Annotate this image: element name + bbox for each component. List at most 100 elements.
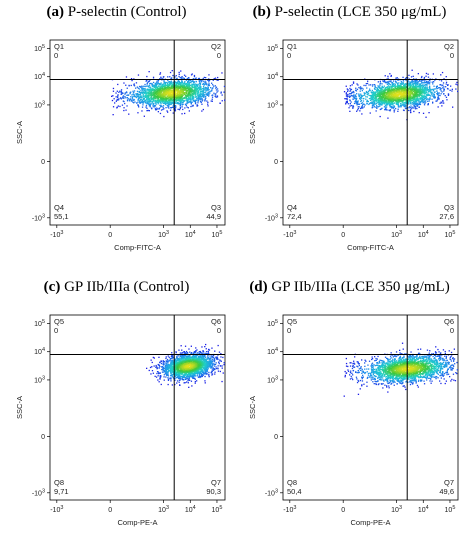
- event-dot: [352, 90, 355, 93]
- event-dot: [191, 93, 193, 95]
- event-dot: [429, 95, 432, 97]
- event-dot: [164, 96, 166, 98]
- panel-b: (b) P-selectin (LCE 350 μg/mL) -103 0 103 1…: [233, 0, 466, 275]
- event-dot: [388, 92, 391, 94]
- event-dot: [178, 95, 181, 97]
- event-dot: [424, 84, 426, 86]
- event-dot: [165, 90, 167, 92]
- event-dot: [398, 106, 400, 108]
- event-dot: [377, 89, 379, 91]
- event-dot: [161, 88, 164, 90]
- event-dot: [413, 96, 415, 99]
- event-dot: [194, 87, 196, 89]
- event-dot: [199, 92, 201, 94]
- event-dot: [215, 86, 218, 88]
- event-dot: [364, 104, 366, 106]
- event-dot: [139, 101, 141, 103]
- event-dot: [432, 73, 434, 75]
- event-dot: [409, 86, 411, 88]
- event-dot: [418, 98, 420, 100]
- event-dot: [194, 100, 196, 102]
- event-dot: [122, 95, 125, 97]
- event-dot: [365, 98, 367, 100]
- event-dot: [378, 100, 380, 102]
- event-dot: [396, 89, 398, 91]
- y-tick-label: -103: [265, 213, 278, 222]
- event-dot: [171, 102, 173, 105]
- event-dot: [148, 85, 150, 87]
- event-dot: [197, 100, 199, 102]
- event-dot: [412, 95, 414, 97]
- event-dot: [194, 78, 196, 80]
- event-dot: [412, 96, 415, 98]
- event-dot: [160, 90, 162, 92]
- event-dot: [219, 102, 221, 104]
- event-dot: [392, 103, 394, 105]
- event-dot: [200, 90, 202, 92]
- event-dot: [170, 364, 172, 366]
- event-dot: [177, 79, 180, 81]
- event-dot: [426, 86, 428, 88]
- event-dot: [157, 80, 159, 82]
- event-dot: [149, 91, 151, 93]
- event-dot: [384, 96, 387, 98]
- event-dot: [138, 96, 141, 98]
- event-dot: [377, 81, 379, 83]
- event-dot: [158, 96, 160, 98]
- event-dot: [456, 81, 458, 84]
- event-dot: [150, 89, 152, 91]
- event-dot: [159, 86, 161, 88]
- y-tick-label: 104: [267, 72, 278, 81]
- event-dot: [158, 94, 160, 96]
- event-dot: [154, 85, 156, 87]
- event-dot: [385, 100, 387, 102]
- event-dot: [407, 90, 409, 92]
- event-dot: [189, 101, 191, 103]
- event-dot: [157, 88, 159, 91]
- event-dot: [204, 371, 207, 374]
- event-dot: [177, 87, 179, 89]
- event-dot: [174, 76, 176, 78]
- event-dot: [198, 89, 200, 91]
- event-dot: [135, 93, 137, 95]
- event-dot: [195, 87, 198, 89]
- event-dot: [159, 102, 162, 104]
- event-dot: [402, 104, 404, 106]
- event-dot: [138, 91, 140, 94]
- event-dot: [199, 97, 201, 99]
- event-dot: [172, 94, 174, 96]
- event-dot: [418, 103, 420, 106]
- event-dot: [374, 91, 376, 93]
- event-dot: [174, 108, 176, 110]
- event-dot: [386, 103, 389, 106]
- event-dot: [143, 99, 145, 101]
- event-dot: [366, 96, 368, 98]
- event-dot: [189, 379, 191, 381]
- event-dot: [382, 96, 384, 98]
- event-dot: [412, 90, 414, 92]
- event-dot: [195, 96, 197, 98]
- event-dot: [149, 92, 152, 94]
- event-dot: [407, 83, 409, 85]
- event-dot: [146, 96, 148, 98]
- event-dot: [411, 92, 414, 94]
- event-dot: [401, 96, 403, 98]
- event-dot: [139, 96, 142, 98]
- event-dot: [443, 88, 445, 90]
- flow-cytometry-plot: -103 0 103 104 105-1030103104105Comp-FITC-AS…: [15, 39, 226, 252]
- event-dot: [164, 82, 167, 84]
- event-dot: [376, 91, 378, 93]
- event-dot: [400, 97, 402, 99]
- event-dot: [125, 84, 127, 86]
- event-dot: [386, 103, 389, 105]
- event-dot: [154, 84, 156, 86]
- plot-frame: [282, 39, 459, 226]
- event-dot: [191, 91, 193, 93]
- event-dot: [436, 86, 438, 89]
- event-dot: [408, 83, 411, 85]
- event-dot: [206, 93, 208, 95]
- flow-cytometry-plot: -103 0 103 104 105-1030103104105Comp-FITC-AS…: [248, 39, 459, 252]
- event-dot: [192, 104, 194, 106]
- event-dot: [179, 92, 181, 94]
- event-dot: [346, 100, 348, 103]
